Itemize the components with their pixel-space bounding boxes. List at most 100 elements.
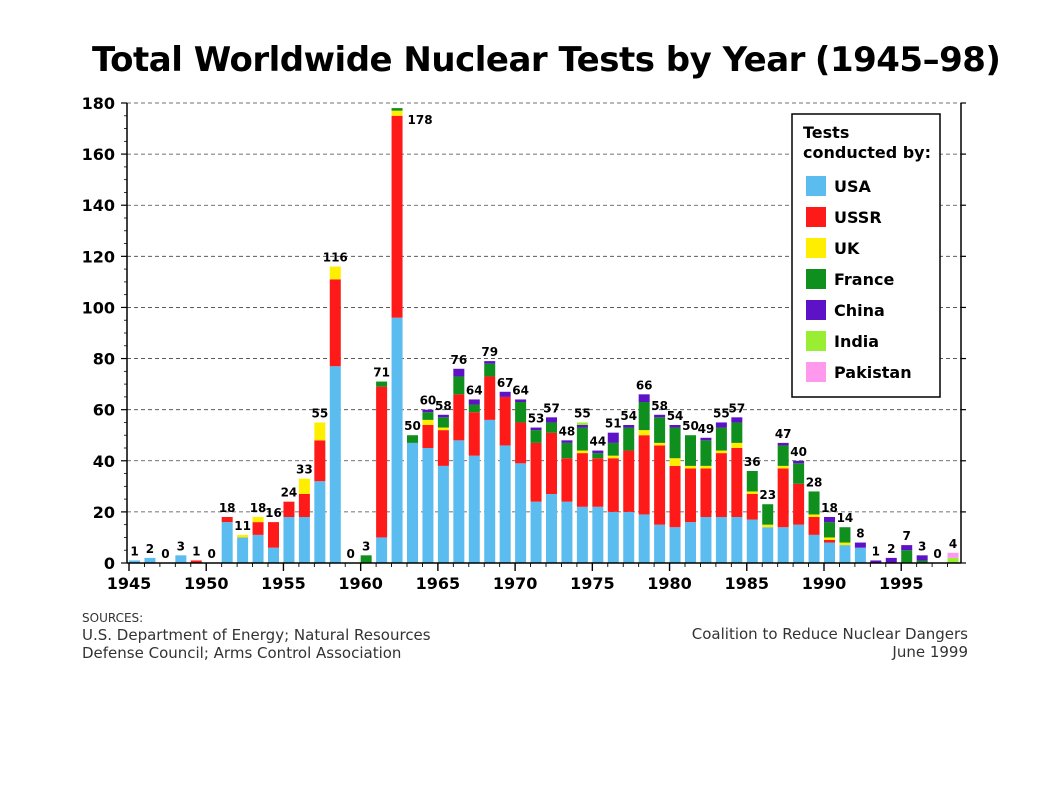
data-label: 0 — [347, 547, 355, 561]
bar-segment-france — [468, 404, 480, 413]
bar-segment-usa — [129, 560, 140, 563]
bar-segment-uk — [669, 458, 681, 466]
data-label: 57 — [728, 401, 745, 415]
bar-segment-ussr — [808, 517, 820, 535]
y-tick-label: 20 — [93, 503, 115, 522]
x-tick-label: 1990 — [802, 574, 847, 593]
bar-segment-uk — [607, 455, 619, 459]
bar-segment-china — [561, 440, 573, 443]
bar-segment-china — [793, 460, 805, 464]
bar-segment-ussr — [484, 376, 496, 420]
data-label: 55 — [311, 406, 328, 420]
data-label: 36 — [744, 455, 761, 469]
legend-swatch-ussr — [806, 207, 826, 227]
bar-segment-france — [391, 108, 403, 111]
bar-segment-ussr — [376, 386, 388, 538]
bar-segment-ussr — [298, 494, 310, 517]
bar-segment-usa — [144, 557, 156, 563]
bar-segment-china — [576, 425, 588, 428]
bar-segment-france — [592, 453, 604, 459]
bar-segment-china — [530, 427, 542, 431]
bar-segment-china — [901, 545, 913, 551]
data-label: 0 — [161, 547, 169, 561]
data-label: 76 — [450, 353, 467, 367]
data-label: 54 — [667, 409, 684, 423]
data-label: 57 — [543, 401, 560, 415]
legend-label-ussr: USSR — [834, 208, 882, 227]
bar-segment-china — [654, 414, 666, 418]
legend-label-france: France — [834, 270, 894, 289]
bar-segment-ussr — [453, 394, 465, 441]
bar-segment-india — [947, 557, 959, 563]
bar-segment-uk — [437, 427, 449, 431]
bar-segment-india — [576, 422, 588, 425]
bar-segment-usa — [283, 517, 295, 563]
data-label: 3 — [918, 539, 926, 553]
data-label: 3 — [362, 539, 370, 553]
bar-segment-usa — [376, 537, 388, 563]
bar-segment-france — [530, 430, 542, 443]
bar-segment-ussr — [793, 483, 805, 525]
bar-segment-france — [916, 560, 928, 563]
data-label: 47 — [775, 427, 792, 441]
bar-segment-china — [824, 517, 835, 523]
legend-label-china: China — [834, 301, 885, 320]
bar-segment-france — [731, 422, 743, 443]
bar-segment-usa — [777, 527, 789, 563]
data-label: 18 — [250, 501, 267, 515]
bar-segment-uk — [654, 442, 666, 446]
x-tick-label: 1995 — [879, 574, 924, 593]
data-label: 64 — [466, 383, 483, 397]
legend-title-line-1: Tests — [803, 123, 849, 142]
x-tick-label: 1985 — [725, 574, 770, 593]
bar-segment-usa — [422, 448, 434, 563]
bar-segment-ussr — [499, 396, 511, 446]
data-label: 14 — [837, 511, 854, 525]
legend-swatch-usa — [806, 176, 826, 196]
bar-segment-ussr — [422, 425, 434, 448]
bar-segment-china — [854, 542, 866, 548]
bar-segment-china — [731, 417, 743, 423]
data-label: 33 — [296, 463, 313, 477]
bar-segment-france — [901, 550, 913, 563]
legend-swatch-pakistan — [806, 362, 826, 382]
bar-segment-france — [685, 435, 696, 466]
bar-segment-usa — [669, 527, 681, 563]
bar-segment-china — [422, 409, 434, 413]
bar-segment-china — [638, 394, 650, 402]
bar-segment-usa — [453, 440, 465, 563]
legend-label-india: India — [834, 332, 879, 351]
sources-note: SOURCES: U.S. Department of Energy; Natu… — [82, 611, 431, 662]
data-label: 53 — [528, 412, 545, 426]
x-tick-label: 1960 — [338, 574, 383, 593]
bar-segment-uk — [329, 266, 341, 280]
y-tick-label: 80 — [93, 350, 115, 369]
bar-segment-usa — [700, 517, 712, 563]
x-tick-label: 1970 — [493, 574, 538, 593]
bar-segment-usa — [762, 527, 774, 563]
bar-segment-usa — [252, 534, 264, 563]
bar-segment-ussr — [592, 458, 604, 507]
data-label: 51 — [605, 417, 622, 431]
bar-segment-france — [546, 422, 557, 433]
data-labels: 1 2 03 1 01811181624335511603711785060587664… — [130, 113, 957, 561]
bar-segment-uk — [715, 450, 727, 454]
data-label: 55 — [713, 406, 730, 420]
bar-segment-usa — [854, 547, 866, 563]
data-label: 54 — [620, 409, 637, 423]
bar-segment-uk — [391, 110, 403, 116]
bar-segment-china — [607, 432, 619, 443]
bar-segment-france — [453, 376, 465, 395]
bar-segment-ussr — [607, 458, 619, 512]
bar-segment-france — [762, 504, 774, 525]
bar-segment-france — [715, 427, 727, 451]
bar-segment-france — [437, 417, 449, 428]
bar-segment-france — [407, 435, 418, 443]
credit-line-1: Coalition to Reduce Nuclear Dangers — [691, 625, 968, 643]
bar-segment-china — [700, 437, 712, 441]
data-label: 0 — [933, 547, 941, 561]
chart-title-range: (1945–98) — [814, 40, 1001, 80]
